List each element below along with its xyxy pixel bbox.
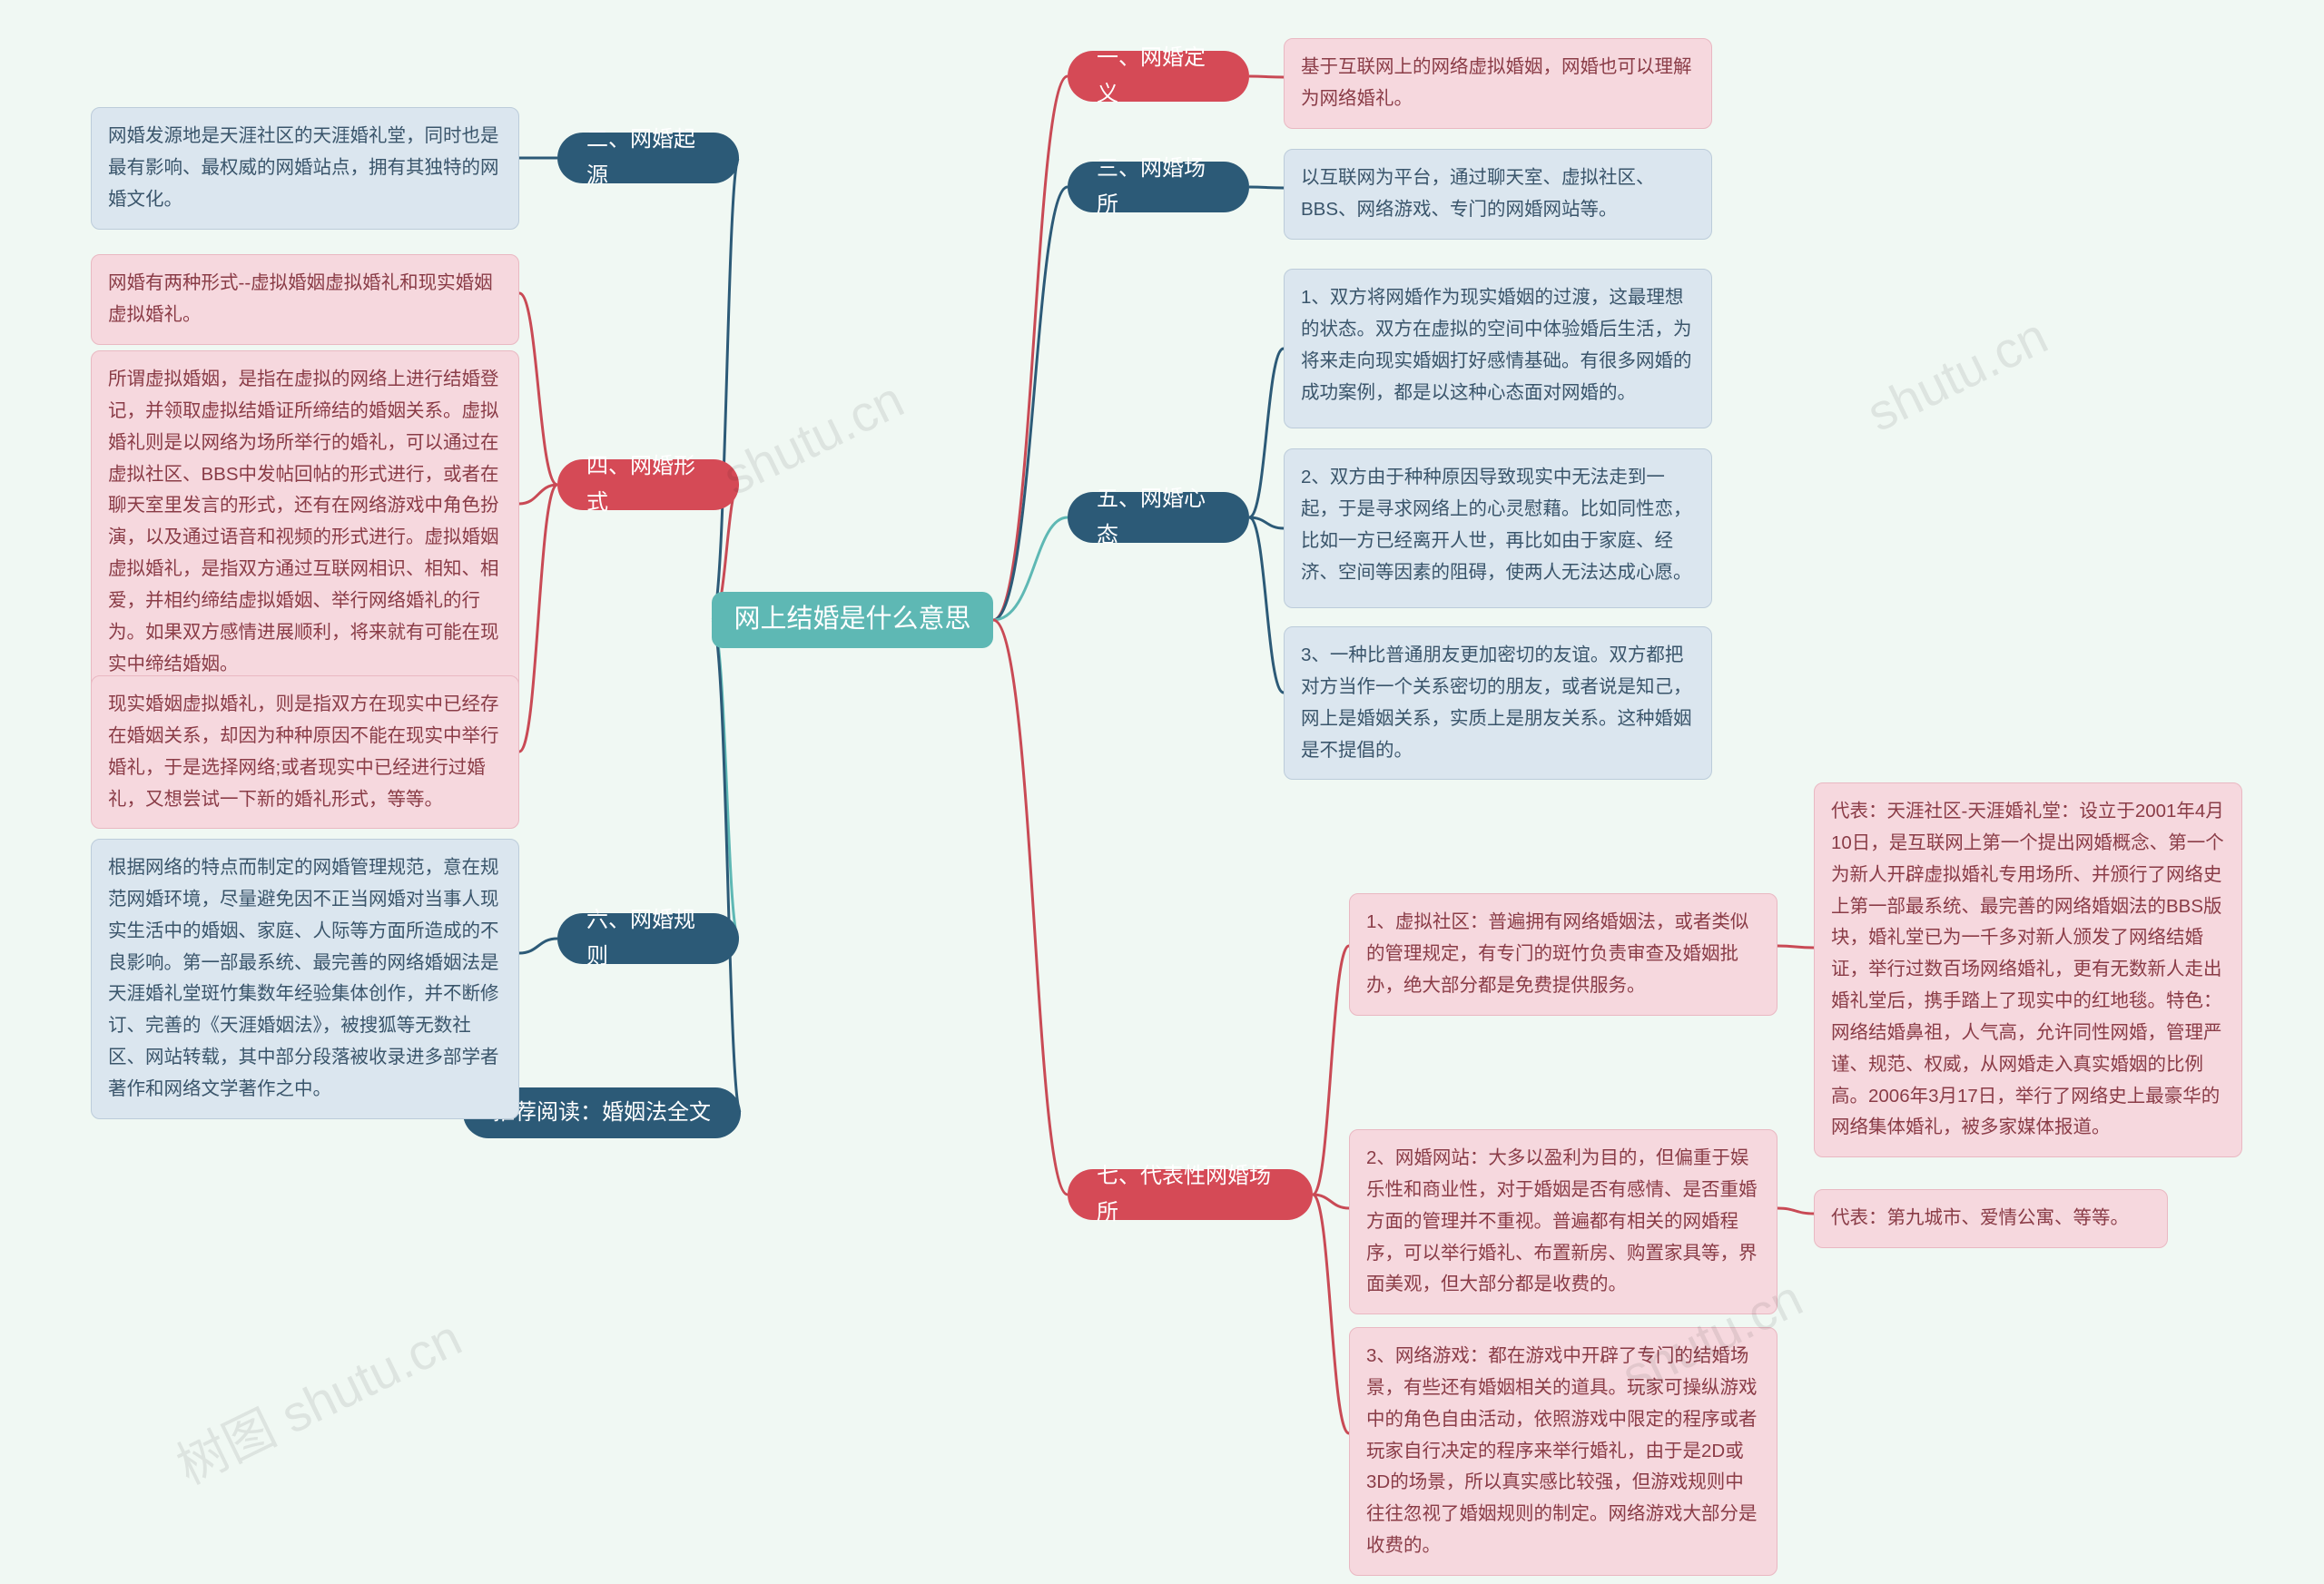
leaf-l4b[interactable]: 所谓虚拟婚姻，是指在虚拟的网络上进行结婚登记，并领取虚拟结婚证所缔结的婚姻关系。… (91, 350, 519, 694)
branch-b4[interactable]: 四、网婚形式 (557, 459, 739, 510)
leaf-l7b[interactable]: 2、网婚网站：大多以盈利为目的，但偏重于娱乐性和商业性，对于婚姻是否有感情、是否… (1349, 1129, 1777, 1314)
leaf-l6a[interactable]: 根据网络的特点而制定的网婚管理规范，意在规范网婚环境，尽量避免因不正当网婚对当事… (91, 839, 519, 1119)
leaf-l1a[interactable]: 基于互联网上的网络虚拟婚姻，网婚也可以理解为网络婚礼。 (1284, 38, 1712, 129)
edge (519, 293, 557, 485)
branch-b2[interactable]: 二、网婚起源 (557, 133, 739, 183)
branch-b5[interactable]: 五、网婚心态 (1068, 492, 1249, 543)
root-node[interactable]: 网上结婚是什么意思 (712, 592, 993, 648)
leaf-l5b[interactable]: 2、双方由于种种原因导致现实中无法走到一起，于是寻求网络上的心灵慰藉。比如同性恋… (1284, 448, 1712, 608)
edge (1249, 187, 1284, 188)
branch-b1[interactable]: 一、网婚定义 (1068, 51, 1249, 102)
leaf-l7c[interactable]: 3、网络游戏：都在游戏中开辟了专门的结婚场景，有些还有婚姻相关的道具。玩家可操纵… (1349, 1327, 1777, 1576)
branch-b6[interactable]: 六、网婚规则 (557, 913, 739, 964)
edge (1249, 517, 1284, 693)
edge (1313, 946, 1349, 1195)
leaf-l3a[interactable]: 以互联网为平台，通过聊天室、虚拟社区、BBS、网络游戏、专门的网婚网站等。 (1284, 149, 1712, 240)
edge (712, 620, 741, 1113)
edge (1313, 1195, 1349, 1433)
leaf-l2a[interactable]: 网婚发源地是天涯社区的天涯婚礼堂，同时也是最有影响、最权威的网婚站点，拥有其独特… (91, 107, 519, 230)
leaf-l7b2[interactable]: 代表：第九城市、爱情公寓、等等。 (1814, 1189, 2168, 1248)
edge (519, 939, 557, 953)
leaf-l7a2[interactable]: 代表：天涯社区-天涯婚礼堂：设立于2001年4月10日，是互联网上第一个提出网婚… (1814, 782, 2242, 1157)
leaf-l4c[interactable]: 现实婚姻虚拟婚礼，则是指双方在现实中已经存在婚姻关系，却因为种种原因不能在现实中… (91, 675, 519, 829)
branch-b3[interactable]: 三、网婚场所 (1068, 162, 1249, 212)
edge (519, 485, 557, 752)
leaf-l4a[interactable]: 网婚有两种形式--虚拟婚姻虚拟婚礼和现实婚姻虚拟婚礼。 (91, 254, 519, 345)
leaf-l7a[interactable]: 1、虚拟社区：普遍拥有网络婚姻法，或者类似的管理规定，有专门的斑竹负责审查及婚姻… (1349, 893, 1777, 1016)
leaf-l5a[interactable]: 1、双方将网婚作为现实婚姻的过渡，这最理想的状态。双方在虚拟的空间中体验婚后生活… (1284, 269, 1712, 428)
leaf-l5c[interactable]: 3、一种比普通朋友更加密切的友谊。双方都把对方当作一个关系密切的朋友，或者说是知… (1284, 626, 1712, 780)
edge (1777, 946, 1814, 948)
edge (1249, 349, 1284, 517)
edge (993, 76, 1068, 620)
edge (993, 620, 1068, 1195)
edge (1777, 1208, 1814, 1214)
edge (1249, 76, 1284, 77)
branch-b7[interactable]: 七、代表性网婚场所 (1068, 1169, 1313, 1220)
